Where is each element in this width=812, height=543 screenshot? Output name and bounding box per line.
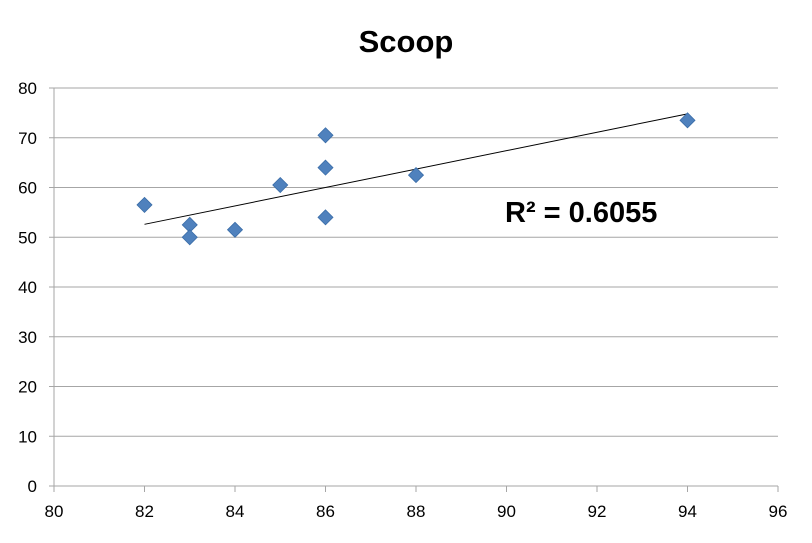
- y-tick-label: 0: [28, 477, 37, 496]
- x-tick-label: 94: [678, 502, 697, 521]
- data-point-diamond: [407, 166, 425, 184]
- r-squared-annotation: R² = 0.6055: [505, 197, 657, 229]
- y-tick-label: 80: [18, 79, 37, 98]
- chart-title: Scoop: [359, 24, 454, 59]
- data-point-diamond: [272, 176, 289, 194]
- data-point-diamond: [226, 221, 244, 238]
- y-tick-labels: 0 10 20 30 40 50 60 70 80: [18, 79, 37, 496]
- data-point-diamond: [136, 196, 153, 213]
- x-tick-label: 88: [407, 502, 426, 521]
- y-tick-label: 10: [18, 427, 37, 446]
- data-point-diamond: [679, 112, 696, 129]
- data-point-diamond: [317, 159, 334, 176]
- x-tick-labels: 80 82 84 86 88 90 92 94 96: [45, 502, 788, 521]
- x-tick-label: 90: [497, 502, 516, 521]
- gridlines: [54, 87, 778, 437]
- x-tick-label: 86: [316, 502, 335, 521]
- y-tick-label: 30: [18, 328, 37, 347]
- x-tick-label: 80: [45, 502, 64, 521]
- data-point-diamond: [317, 209, 334, 226]
- x-tick-label: 82: [135, 502, 154, 521]
- data-points: [136, 112, 696, 246]
- data-point-diamond: [181, 229, 198, 246]
- y-tick-label: 70: [18, 129, 37, 148]
- x-tick-label: 96: [769, 502, 788, 521]
- y-tick-label: 50: [18, 228, 37, 247]
- y-tick-label: 20: [18, 378, 37, 397]
- y-tick-label: 40: [18, 278, 37, 297]
- axes: [49, 87, 779, 492]
- y-tick-label: 60: [18, 179, 37, 198]
- x-tick-label: 84: [226, 502, 245, 521]
- x-tick-label: 92: [588, 502, 607, 521]
- data-point-diamond: [317, 127, 334, 144]
